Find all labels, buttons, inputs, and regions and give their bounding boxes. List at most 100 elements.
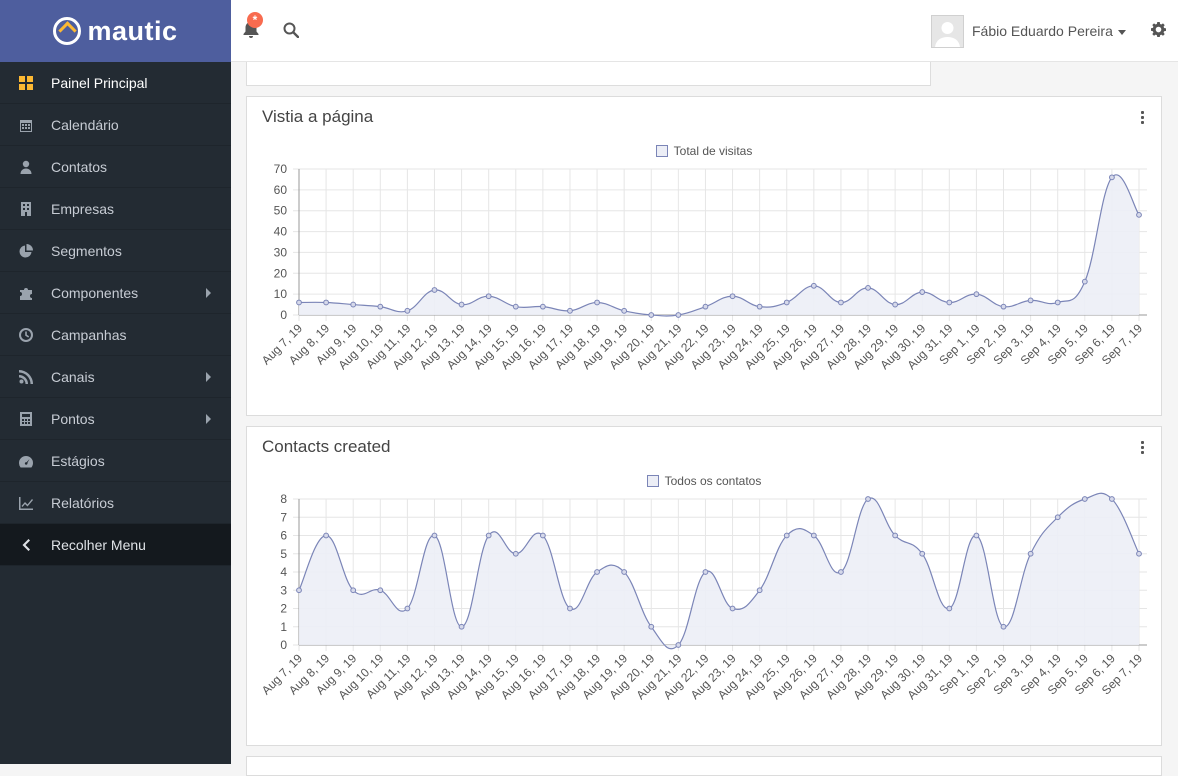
sidebar-item-label: Empresas bbox=[51, 200, 115, 217]
pie-chart-icon bbox=[0, 243, 51, 258]
data-point bbox=[1000, 623, 1007, 630]
data-point bbox=[892, 301, 899, 308]
chart-legend[interactable]: Total de visitas bbox=[247, 144, 1161, 158]
data-point bbox=[973, 291, 980, 298]
data-point bbox=[946, 605, 953, 612]
data-point bbox=[1109, 496, 1115, 502]
series-line bbox=[298, 174, 1140, 317]
sidebar-item-label: Calendário bbox=[51, 116, 119, 133]
user-name[interactable]: Fábio Eduardo Pereira bbox=[972, 23, 1113, 39]
dashboard-icon bbox=[0, 75, 51, 90]
notification-badge: * bbox=[247, 12, 263, 28]
legend-label: Todos os contatos bbox=[664, 474, 762, 488]
y-tick-label: 8 bbox=[280, 492, 287, 506]
submenu-arrow-icon bbox=[206, 372, 211, 382]
page-visits-widget: Vistia a página Total de visitas 0 10 20 30… bbox=[246, 96, 1162, 416]
sidebar-item-estagios[interactable]: Estágios bbox=[0, 440, 231, 482]
sidebar-item-calendario[interactable]: Calendário bbox=[0, 104, 231, 146]
data-point bbox=[838, 569, 844, 575]
data-point bbox=[431, 287, 438, 293]
y-tick-label: 70 bbox=[274, 162, 288, 176]
y-tick-label: 3 bbox=[280, 583, 287, 597]
sidebar-item-empresas[interactable]: Empresas bbox=[0, 188, 231, 230]
widget-menu-icon[interactable] bbox=[1141, 441, 1145, 455]
data-point bbox=[1027, 550, 1034, 557]
data-point bbox=[1081, 496, 1088, 502]
data-point bbox=[485, 532, 492, 539]
data-point bbox=[702, 569, 709, 575]
data-point bbox=[756, 303, 763, 310]
sidebar-item-pontos[interactable]: Pontos bbox=[0, 398, 231, 440]
gear-icon[interactable] bbox=[1151, 22, 1166, 37]
sidebar-item-contatos[interactable]: Contatos bbox=[0, 146, 231, 188]
data-point bbox=[810, 282, 817, 289]
legend-label: Total de visitas bbox=[673, 144, 753, 158]
data-point bbox=[1054, 514, 1061, 521]
data-point bbox=[919, 289, 926, 295]
user-menu-caret-icon[interactable] bbox=[1118, 30, 1126, 35]
data-point bbox=[675, 312, 682, 318]
data-point bbox=[458, 301, 465, 308]
data-point bbox=[838, 299, 844, 306]
data-point bbox=[458, 623, 465, 630]
data-point bbox=[1054, 299, 1061, 306]
chevron-left-icon bbox=[0, 538, 51, 552]
sidebar-item-relatorios[interactable]: Relatórios bbox=[0, 482, 231, 524]
calendar-icon bbox=[0, 118, 51, 132]
next-widget-panel bbox=[246, 756, 1162, 776]
data-point bbox=[485, 293, 492, 300]
y-tick-label: 2 bbox=[280, 602, 287, 616]
brand-name: mautic bbox=[87, 15, 178, 46]
previous-widget-panel bbox=[246, 62, 931, 86]
sidebar-item-recolher-menu[interactable]: Recolher Menu bbox=[0, 524, 231, 566]
y-tick-label: 6 bbox=[280, 529, 287, 543]
sidebar-item-painel-principal[interactable]: Painel Principal bbox=[0, 62, 231, 104]
data-point bbox=[323, 299, 329, 306]
sidebar-nav: Painel Principal Calendário Contatos Empres… bbox=[0, 62, 231, 566]
search-icon[interactable] bbox=[283, 22, 299, 38]
data-point bbox=[431, 532, 438, 539]
data-point bbox=[1027, 297, 1034, 304]
calculator-icon bbox=[0, 411, 51, 426]
widget-menu-icon[interactable] bbox=[1141, 111, 1145, 125]
sidebar-item-label: Painel Principal bbox=[51, 74, 148, 91]
y-tick-label: 7 bbox=[280, 510, 287, 524]
top-bar: * Fábio Eduardo Pereira bbox=[231, 0, 1178, 62]
data-point bbox=[1081, 278, 1088, 285]
brand-logo[interactable]: mautic bbox=[0, 0, 231, 62]
sidebar-item-label: Componentes bbox=[51, 284, 139, 301]
sidebar-item-label: Campanhas bbox=[51, 326, 127, 343]
sidebar-item-label: Segmentos bbox=[51, 242, 122, 259]
data-point bbox=[865, 284, 871, 291]
data-point bbox=[567, 605, 573, 612]
data-point bbox=[377, 587, 384, 594]
user-avatar[interactable] bbox=[931, 15, 964, 48]
sidebar-item-label: Relatórios bbox=[51, 494, 115, 511]
sidebar-item-canais[interactable]: Canais bbox=[0, 356, 231, 398]
data-point bbox=[675, 642, 682, 648]
data-point bbox=[892, 532, 899, 539]
data-point bbox=[783, 299, 790, 306]
data-point bbox=[377, 303, 384, 310]
data-point bbox=[729, 293, 736, 300]
y-tick-label: 40 bbox=[274, 225, 288, 239]
clock-icon bbox=[0, 327, 51, 342]
sidebar: mautic Painel Principal Calendário Contato… bbox=[0, 0, 231, 764]
line-chart-icon bbox=[0, 496, 51, 510]
y-tick-label: 50 bbox=[274, 204, 288, 218]
sidebar-item-componentes[interactable]: Componentes bbox=[0, 272, 231, 314]
rss-icon bbox=[0, 369, 51, 384]
chart-legend[interactable]: Todos os contatos bbox=[247, 474, 1161, 488]
y-tick-label: 5 bbox=[280, 547, 287, 561]
data-point bbox=[729, 605, 736, 612]
y-tick-label: 4 bbox=[280, 565, 287, 579]
data-point bbox=[973, 532, 980, 539]
data-point bbox=[594, 569, 600, 575]
user-icon bbox=[0, 160, 51, 174]
data-point bbox=[919, 550, 926, 557]
data-point bbox=[512, 550, 519, 557]
data-point bbox=[350, 587, 357, 594]
sidebar-item-campanhas[interactable]: Campanhas bbox=[0, 314, 231, 356]
sidebar-item-segmentos[interactable]: Segmentos bbox=[0, 230, 231, 272]
